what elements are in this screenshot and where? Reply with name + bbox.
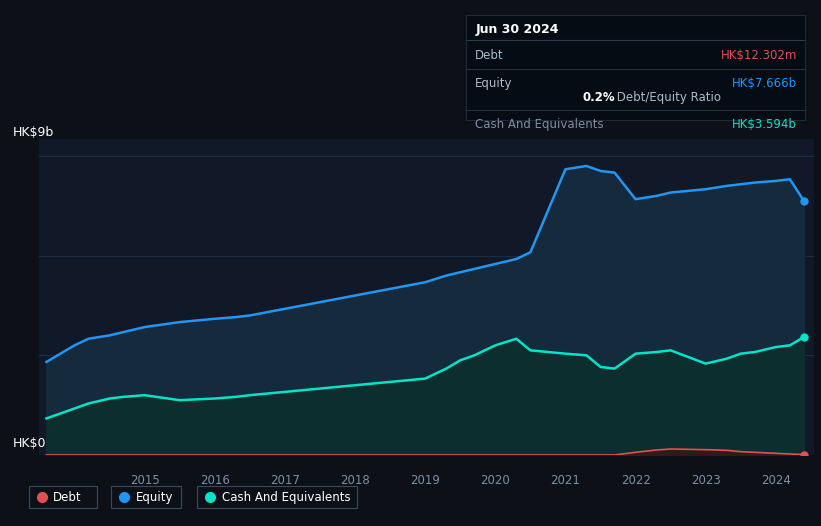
Text: Debt: Debt [475,49,504,62]
Text: Cash And Equivalents: Cash And Equivalents [475,118,604,130]
Text: 0.2%: 0.2% [582,91,615,104]
Text: Cash And Equivalents: Cash And Equivalents [222,491,351,503]
Text: HK$9b: HK$9b [12,126,53,139]
Text: Jun 30 2024: Jun 30 2024 [475,23,559,36]
Text: 2018: 2018 [340,474,370,488]
Text: 2019: 2019 [410,474,440,488]
Text: Equity: Equity [475,77,513,90]
Text: 2024: 2024 [761,474,791,488]
Text: 2022: 2022 [621,474,650,488]
Text: 2015: 2015 [130,474,159,488]
Text: Debt/Equity Ratio: Debt/Equity Ratio [613,91,722,104]
Text: 2017: 2017 [270,474,300,488]
Text: Equity: Equity [135,491,173,503]
Text: 2016: 2016 [200,474,230,488]
Text: HK$0: HK$0 [12,437,46,450]
Text: 2023: 2023 [690,474,721,488]
Text: HK$12.302m: HK$12.302m [721,49,797,62]
Text: 2021: 2021 [551,474,580,488]
Text: HK$3.594b: HK$3.594b [732,118,797,130]
Text: HK$7.666b: HK$7.666b [732,77,797,90]
Text: Debt: Debt [53,491,82,503]
Text: 2020: 2020 [480,474,510,488]
